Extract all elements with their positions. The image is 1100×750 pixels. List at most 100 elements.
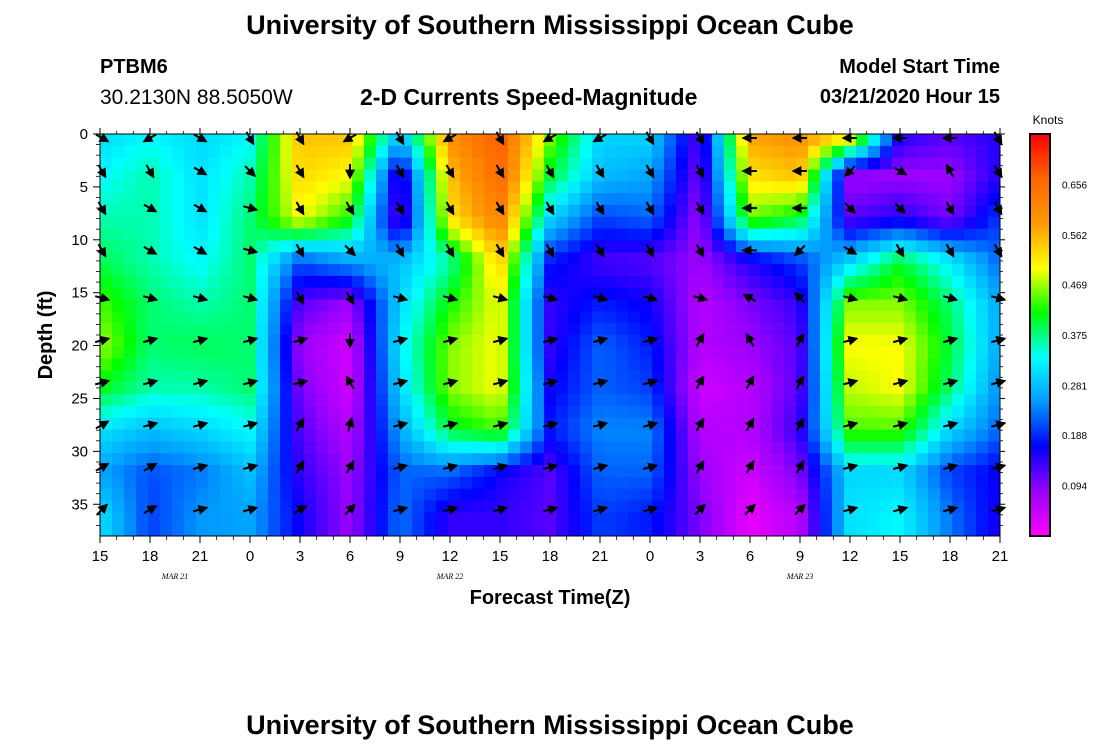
heatmap-cell (976, 169, 989, 182)
heatmap-cell (856, 441, 869, 454)
heatmap-cell (520, 488, 533, 502)
heatmap-cell (520, 181, 533, 194)
heatmap-cell (736, 417, 749, 431)
heatmap-cell (292, 145, 305, 159)
heatmap-cell (688, 323, 701, 336)
heatmap-cell (136, 157, 149, 171)
heatmap-cell (592, 145, 605, 159)
heatmap-cell (196, 299, 209, 312)
heatmap-cell (652, 524, 665, 536)
heatmap-cell (352, 169, 365, 182)
heatmap-cell (808, 500, 821, 513)
heatmap-cell (628, 204, 641, 218)
heatmap-cell (820, 429, 833, 443)
heatmap-cell (808, 417, 821, 431)
heatmap-cell (592, 264, 605, 277)
heatmap-cell (952, 323, 965, 336)
x-tick-label: 9 (396, 548, 404, 565)
heatmap-cell (664, 476, 677, 490)
heatmap-cell (700, 228, 713, 242)
heatmap-cell (268, 228, 281, 242)
heatmap-cell (292, 476, 305, 490)
current-vector (142, 420, 159, 431)
heatmap-cell (760, 346, 773, 360)
heatmap-cell (928, 394, 941, 407)
current-vectors (94, 131, 1007, 516)
heatmap-cell (148, 264, 161, 277)
heatmap-cell (928, 264, 941, 277)
heatmap-cell (496, 441, 509, 454)
heatmap-cell (748, 216, 761, 230)
heatmap-cell (580, 193, 593, 206)
heatmap-cell (664, 228, 677, 242)
heatmap-cell (916, 417, 929, 431)
heatmap-cell (964, 169, 977, 182)
heatmap-cell (184, 382, 197, 395)
heatmap-cell (352, 405, 365, 419)
heatmap-cell (652, 429, 665, 443)
heatmap-cell (580, 358, 593, 372)
heatmap-cell (448, 512, 461, 525)
heatmap-cell (532, 358, 545, 372)
heatmap-cell (676, 181, 689, 194)
current-vector (242, 378, 259, 388)
heatmap-cell (508, 441, 521, 454)
heatmap-cell (328, 264, 341, 277)
heatmap-cell (436, 204, 449, 218)
heatmap-cell (808, 370, 821, 383)
heatmap-cell (712, 264, 725, 277)
heatmap-cell (412, 193, 425, 206)
heatmap-cell (868, 264, 881, 277)
heatmap-cell (940, 346, 953, 360)
colorbar-tick-label: 0.094 (1062, 482, 1087, 493)
current-vector (143, 203, 158, 213)
heatmap-cell (736, 512, 749, 525)
current-vector (394, 201, 405, 216)
heatmap-cell (100, 181, 113, 194)
heatmap-cell (436, 512, 449, 525)
heatmap-cell (280, 465, 293, 478)
heatmap-cell (124, 240, 137, 253)
heatmap-cell (580, 204, 593, 218)
heatmap-cell (580, 429, 593, 443)
heatmap-cell (112, 453, 125, 466)
heatmap-cell (256, 512, 269, 525)
heatmap-cell (328, 252, 341, 265)
heatmap-cell (136, 204, 149, 218)
heatmap-cell (424, 145, 437, 159)
heatmap-cell (196, 193, 209, 206)
current-vector (842, 378, 859, 388)
heatmap-cell (280, 476, 293, 490)
heatmap-cell (532, 311, 545, 324)
heatmap-cell (760, 275, 773, 289)
heatmap-cell (160, 311, 173, 324)
heatmap-cell (976, 370, 989, 383)
heatmap-cell (460, 405, 473, 419)
heatmap-cell (328, 429, 341, 443)
heatmap-cell (688, 405, 701, 419)
heatmap-cell (256, 311, 269, 324)
heatmap-cell (784, 287, 797, 301)
heatmap-cell (436, 181, 449, 194)
heatmap-cell (508, 394, 521, 407)
heatmap-cell (532, 405, 545, 419)
heatmap-cell (652, 358, 665, 372)
heatmap-cell (232, 252, 245, 265)
heatmap-cell (520, 275, 533, 289)
heatmap-cell (280, 429, 293, 443)
heatmap-cell (172, 500, 185, 513)
heatmap-cell (304, 275, 317, 289)
heatmap-cell (484, 370, 497, 383)
heatmap-cell (220, 346, 233, 360)
heatmap-cell (136, 441, 149, 454)
heatmap-cell (280, 145, 293, 159)
heatmap-cell (976, 335, 989, 348)
heatmap-cell (616, 453, 629, 466)
heatmap-cell (220, 299, 233, 312)
heatmap-cell (280, 240, 293, 253)
heatmap-cell (952, 311, 965, 324)
heatmap-cell (856, 465, 869, 478)
heatmap-cell (952, 240, 965, 253)
heatmap-cell (268, 287, 281, 301)
heatmap-cell (268, 323, 281, 336)
